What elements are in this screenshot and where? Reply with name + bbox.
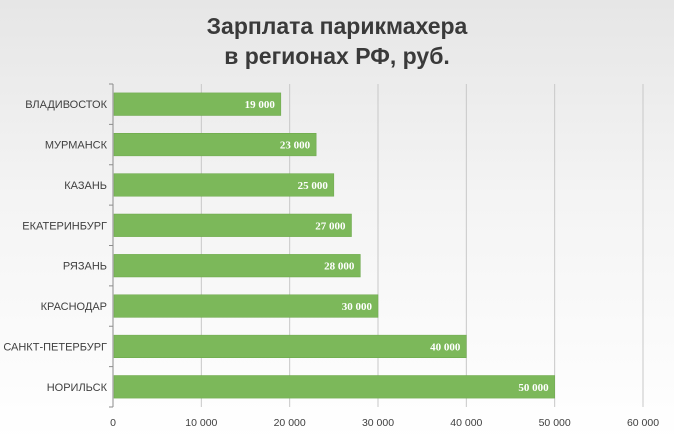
chart-title-line-1: Зарплата парикмахера [206, 13, 468, 39]
bar [113, 173, 335, 197]
category-label: МУРМАНСК [45, 140, 108, 152]
data-label: 27 000 [315, 220, 346, 232]
data-label: 19 000 [245, 99, 276, 111]
data-label: 28 000 [324, 261, 355, 273]
bar [113, 213, 352, 237]
x-tick-label: 10 000 [185, 417, 217, 429]
bar [113, 294, 379, 318]
x-tick-label: 40 000 [450, 417, 482, 429]
x-tick-label: 60 000 [627, 417, 659, 429]
data-label: 23 000 [280, 140, 311, 152]
category-label: САНКТ-ПЕТЕРБУРГ [3, 341, 107, 353]
chart-title-line-2: в регионах РФ, руб. [224, 43, 450, 69]
category-label: КРАСНОДАР [41, 301, 107, 313]
bar [113, 334, 467, 358]
x-tick-label: 20 000 [274, 417, 306, 429]
category-label: КАЗАНЬ [64, 180, 107, 192]
bar [113, 133, 317, 157]
category-label: РЯЗАНЬ [63, 261, 107, 273]
x-tick-label: 50 000 [539, 417, 571, 429]
data-label: 30 000 [342, 301, 373, 313]
bar [113, 375, 555, 399]
data-label: 50 000 [518, 382, 549, 394]
category-label: НОРИЛЬСК [47, 382, 108, 394]
data-label: 40 000 [430, 341, 461, 353]
data-label: 25 000 [298, 180, 329, 192]
category-label: ВЛАДИВОСТОК [25, 99, 107, 111]
x-tick-label: 0 [110, 417, 116, 429]
x-tick-label: 30 000 [362, 417, 394, 429]
bar [113, 254, 361, 278]
bar [113, 92, 282, 116]
category-label: ЕКАТЕРИНБУРГ [22, 220, 107, 232]
